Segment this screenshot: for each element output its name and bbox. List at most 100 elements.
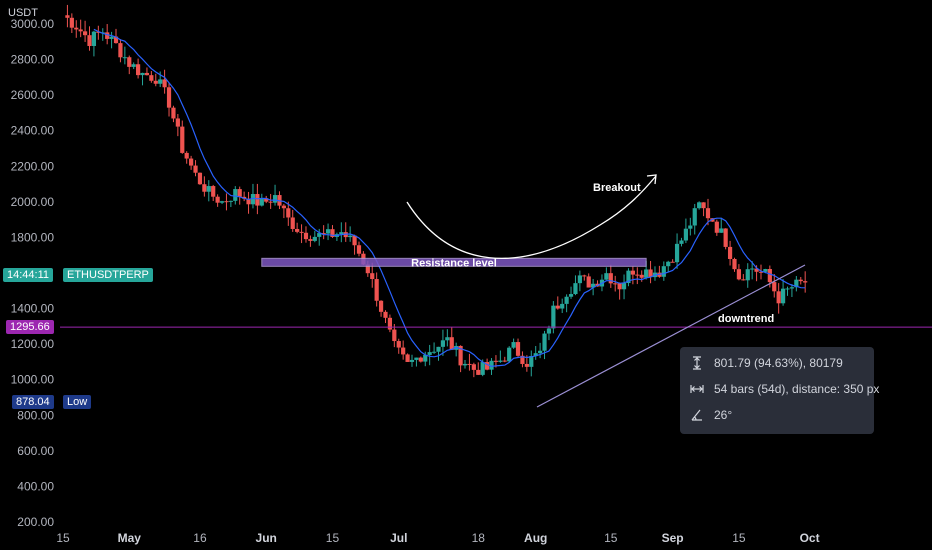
candle-body [378, 300, 384, 312]
candle-body [202, 184, 207, 192]
y-tick-label: 2200.00 [11, 159, 55, 173]
candle-body [392, 329, 397, 342]
trend-line [536, 264, 806, 408]
candle-body [710, 218, 715, 222]
candle-body [365, 264, 370, 274]
candle-body [670, 261, 675, 263]
candle-body [180, 126, 185, 153]
x-tick-label: Oct [800, 531, 820, 545]
candle-body [635, 274, 640, 276]
measure-price: 801.79 (94.63%), 80179 [714, 356, 843, 370]
candle-body [533, 353, 538, 357]
candle-body [515, 342, 521, 356]
candle-body [264, 198, 269, 202]
candle-body [674, 243, 680, 263]
candle-body [414, 357, 419, 360]
candle-body [237, 189, 242, 197]
candle-body [233, 189, 238, 201]
candle-body [772, 282, 777, 292]
candle-body [224, 201, 229, 203]
candle-body [794, 279, 799, 288]
candle-body [431, 351, 437, 353]
candle-body [149, 75, 154, 81]
candle-body [387, 317, 393, 330]
measure-angle-row: 26° [690, 408, 732, 422]
currency-label: USDT [8, 7, 38, 19]
drawings: Resistance level Breakout downtrend [60, 174, 932, 408]
x-tick-label: Jun [256, 531, 277, 545]
candle-body [529, 356, 534, 367]
candle-body [308, 239, 313, 241]
price-axis: 3000.00 2800.00 2600.00 2400.00 2200.00 2000.… [11, 17, 55, 529]
candle-body [427, 352, 432, 355]
candle-body [785, 288, 790, 290]
candle-body [197, 172, 203, 185]
candle-body [418, 357, 423, 362]
candle-body [666, 261, 671, 267]
x-tick-label: May [118, 531, 142, 545]
candle-body [723, 228, 728, 247]
candle-body [228, 200, 233, 202]
candle-body [683, 228, 688, 241]
low-label: Low [63, 395, 92, 409]
candle-body [485, 362, 490, 370]
candle-body [290, 217, 295, 229]
candle-body [250, 194, 256, 205]
candle-body [436, 346, 441, 352]
candle-body [471, 364, 476, 370]
candle-body [688, 225, 693, 229]
candle-body [286, 208, 291, 218]
candle-body [211, 186, 216, 197]
candle-body [780, 288, 786, 304]
candle-body [697, 202, 702, 209]
x-tick-label: 15 [604, 531, 618, 545]
candle-body [118, 43, 123, 58]
candle-body [458, 345, 463, 366]
candle-body [96, 31, 101, 33]
x-tick-label: Sep [662, 531, 684, 545]
candle-body [741, 279, 746, 281]
candle-body [122, 57, 127, 59]
candle-body [644, 269, 649, 278]
angle-icon [691, 409, 702, 421]
candle-body [498, 360, 503, 362]
candle-body [330, 229, 335, 237]
candle-body [758, 271, 764, 273]
candle-body [374, 279, 379, 301]
candle-body [87, 35, 92, 47]
candle-body [396, 341, 401, 348]
candle-body [705, 208, 711, 219]
candle-body [189, 158, 194, 166]
measure-bars: 54 bars (54d), distance: 350 px [714, 382, 880, 396]
candle-body [754, 268, 759, 272]
y-tick-label: 1200.00 [11, 337, 55, 351]
candle-body [803, 281, 808, 283]
candle-body [719, 228, 724, 233]
candle-body [692, 208, 697, 226]
x-tick-label: Jul [390, 531, 407, 545]
x-tick-label: 18 [472, 531, 486, 545]
candle-body [158, 79, 163, 84]
y-tick-label: 200.00 [17, 515, 54, 529]
candle-body [109, 36, 114, 39]
candle-body [613, 283, 618, 285]
downtrend-label: downtrend [718, 313, 774, 325]
candle-body [538, 350, 543, 354]
candle-body [617, 283, 622, 290]
symbol-label: ETHUSDTPERP [63, 268, 153, 282]
breakout-arc [406, 175, 657, 260]
candle-body [356, 245, 362, 254]
candle-body [555, 305, 560, 309]
candle-body [405, 354, 410, 362]
y-tick-label: 1800.00 [11, 230, 55, 244]
x-tick-label: 15 [326, 531, 340, 545]
candle-body [272, 195, 278, 203]
resistance-zone [261, 257, 647, 267]
candle-body [82, 31, 88, 36]
candle-body [136, 64, 141, 76]
candle-body [564, 296, 569, 304]
measure-bars-row: 54 bars (54d), distance: 350 px [690, 382, 879, 396]
x-tick-label: 15 [732, 531, 746, 545]
candle-body [476, 369, 481, 375]
